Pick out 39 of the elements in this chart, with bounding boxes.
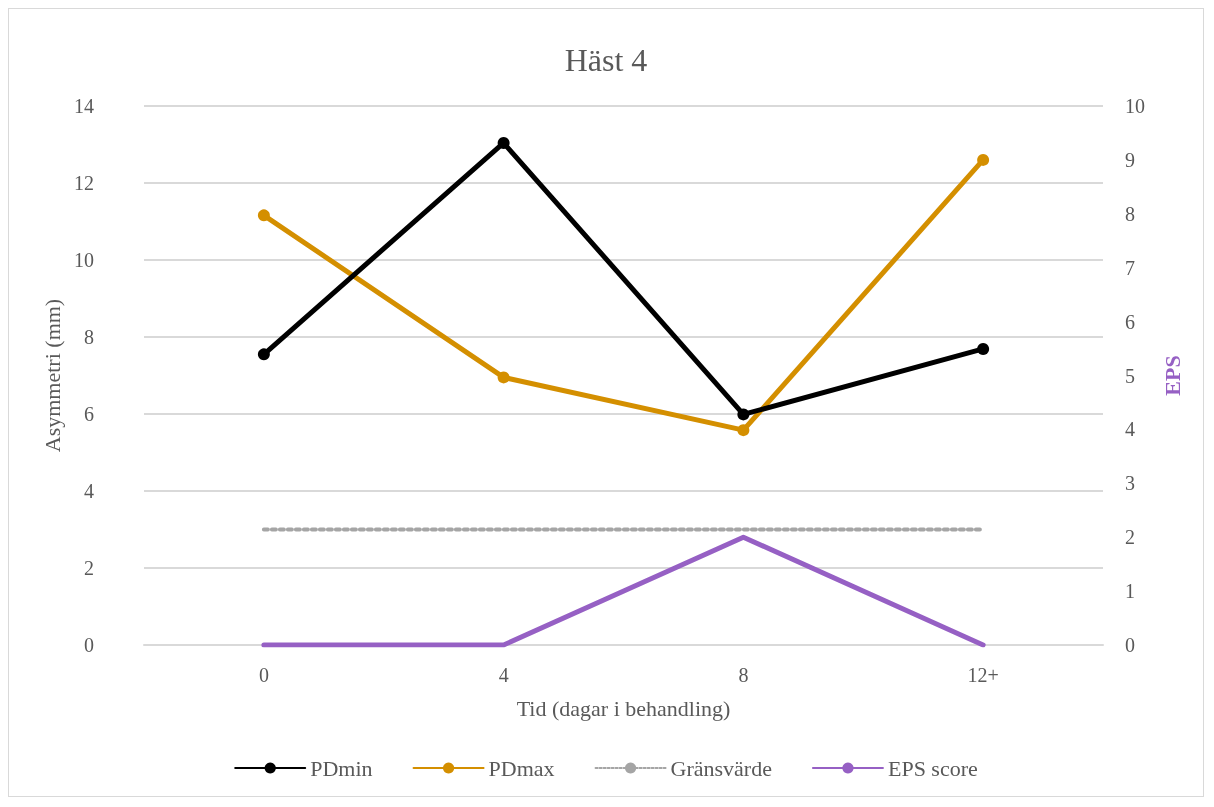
x-axis-title: Tid (dagar i behandling) xyxy=(516,695,731,721)
y-tick-label: 0 xyxy=(84,634,94,656)
point xyxy=(977,342,990,355)
point xyxy=(257,209,270,222)
legend-label: PDmax xyxy=(488,755,555,781)
y2-tick-label: 1 xyxy=(1125,580,1135,603)
y-tick-label: 10 xyxy=(74,249,94,271)
x-tick-label: 12+ xyxy=(967,664,999,686)
y2-tick-label: 0 xyxy=(1125,634,1135,656)
x-tick-label: 0 xyxy=(258,664,269,686)
legend-label: Gränsvärde xyxy=(670,755,772,781)
y2-tick-label: 6 xyxy=(1125,310,1135,333)
y2-tick-label: 8 xyxy=(1125,202,1135,225)
y2-tick-label: 4 xyxy=(1125,418,1135,441)
y-tick-label: 2 xyxy=(84,557,94,579)
y-tick-label: 8 xyxy=(84,326,94,348)
y2-axis-title: EPS xyxy=(1159,355,1185,396)
x-tick-label: 4 xyxy=(498,664,509,686)
point xyxy=(497,136,510,149)
y2-tick-label: 2 xyxy=(1125,526,1135,549)
x-tick-label: 8 xyxy=(738,664,749,686)
legend-label: EPS score xyxy=(887,755,978,781)
y2-tick-label: 7 xyxy=(1125,256,1135,279)
y-tick-label: 14 xyxy=(74,95,94,117)
point xyxy=(497,371,510,384)
chart-title: Häst 4 xyxy=(564,42,648,78)
point xyxy=(257,348,270,361)
point xyxy=(737,424,750,437)
y2-tick-label: 9 xyxy=(1125,148,1135,171)
y-tick-label: 12 xyxy=(74,172,94,194)
y-tick-label: 4 xyxy=(84,480,94,502)
y-axis-title: Asymmetri (mm) xyxy=(39,298,65,453)
y2-tick-label: 5 xyxy=(1125,364,1135,387)
legend-label: PDmin xyxy=(310,755,373,781)
point xyxy=(737,408,750,421)
y-tick-label: 6 xyxy=(84,403,94,425)
point xyxy=(977,153,990,166)
y2-tick-label: 10 xyxy=(1125,95,1145,117)
y2-tick-label: 3 xyxy=(1125,472,1135,495)
